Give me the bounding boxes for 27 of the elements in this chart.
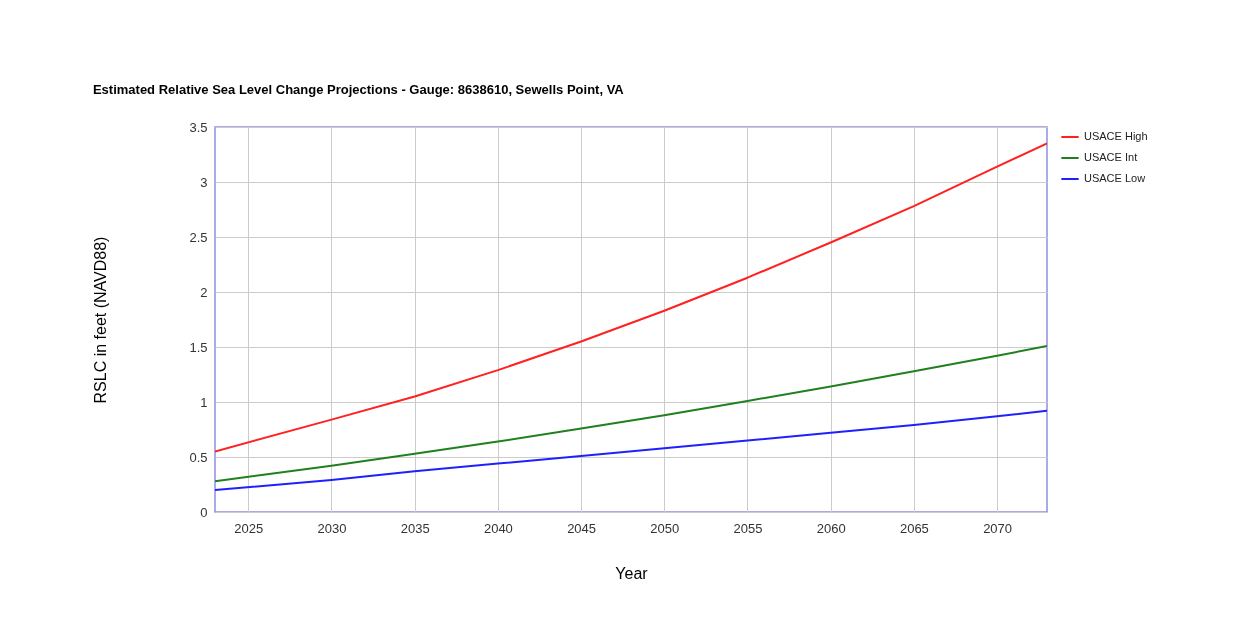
x-tick-label: 2040 xyxy=(483,520,513,536)
legend-label: USACE Int xyxy=(1084,151,1138,163)
y-axis-title: RSLC in feet (NAVD88) xyxy=(92,236,110,404)
line-series xyxy=(215,142,1047,453)
x-tick-label: 2050 xyxy=(650,520,680,536)
x-tick-label: 2060 xyxy=(816,520,846,536)
y-tick-label: 0 xyxy=(200,504,208,520)
x-tick-label: 2070 xyxy=(983,520,1013,536)
y-tick-label: 3 xyxy=(200,174,208,190)
x-tick-label: 2055 xyxy=(733,520,763,536)
legend-label: USACE Low xyxy=(1084,172,1146,184)
legend-label: USACE High xyxy=(1084,130,1148,142)
y-tick-label: 1.5 xyxy=(189,339,208,355)
chart-title: Estimated Relative Sea Level Change Projections - Gauge: 8638610, Sewells Point, VA xyxy=(92,82,625,97)
x-tick-label: 2065 xyxy=(899,520,929,536)
x-tick-label: 2045 xyxy=(567,520,597,536)
y-tick-label: 3.5 xyxy=(189,119,208,135)
line-series xyxy=(215,409,1047,491)
x-tick-label: 2035 xyxy=(400,520,430,536)
x-axis-title: Year xyxy=(615,564,649,582)
y-tick-label: 2 xyxy=(200,284,208,300)
x-tick-label: 2025 xyxy=(234,520,264,536)
x-tick-label: 2030 xyxy=(317,520,347,536)
y-tick-label: 2.5 xyxy=(189,229,208,245)
line-series xyxy=(215,344,1047,483)
y-tick-label: 0.5 xyxy=(189,449,208,465)
y-tick-label: 1 xyxy=(200,394,208,410)
